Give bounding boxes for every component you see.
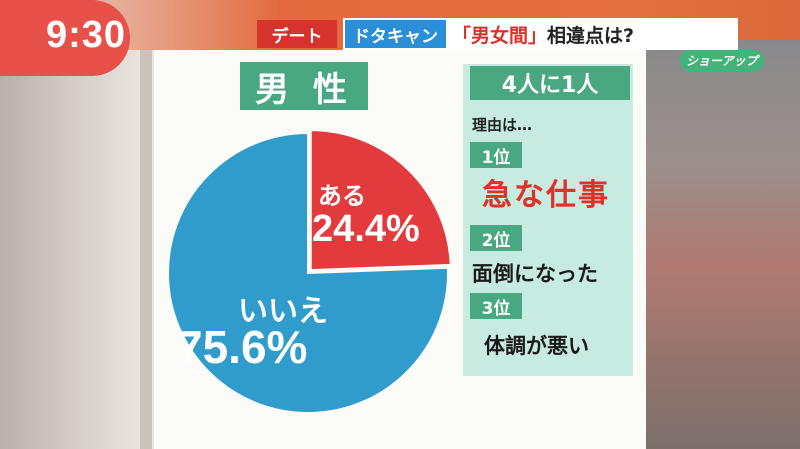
clock-time: 9:30 bbox=[46, 14, 127, 56]
rank-2-badge: 2位 bbox=[470, 225, 522, 251]
reasons-panel bbox=[463, 64, 633, 376]
pie-slice-no bbox=[167, 131, 449, 414]
rank-1-reason: 急な仕事 bbox=[482, 178, 610, 213]
rank-3-badge: 3位 bbox=[470, 293, 522, 319]
pie-slice-yes bbox=[309, 130, 451, 272]
rank-2-reason: 面倒になった bbox=[472, 262, 598, 286]
caption-segment: ドタキャン bbox=[345, 20, 446, 48]
rank-3-reason: 体調が悪い bbox=[484, 334, 589, 358]
caption-tag: デート bbox=[257, 20, 337, 48]
pie-chart bbox=[167, 130, 451, 414]
rank-1-badge: 1位 bbox=[470, 142, 522, 168]
caption-bar: ドタキャン 「男女間」相違点は? bbox=[343, 18, 738, 50]
chart-title: 男 性 bbox=[240, 62, 368, 110]
reason-label: 理由は… bbox=[472, 116, 533, 134]
background-right bbox=[640, 40, 800, 449]
clock-badge bbox=[0, 0, 130, 76]
slice-label-yes: ある bbox=[318, 182, 366, 210]
caption-text: 「男女間」相違点は? bbox=[452, 21, 634, 48]
panel-header: 4人に1人 bbox=[470, 66, 630, 100]
caption-rest: 相違点は? bbox=[547, 24, 635, 47]
show-logo: ショーアップ bbox=[680, 50, 764, 71]
slice-value-yes: 24.4% bbox=[312, 208, 420, 250]
slice-label-no: いいえ bbox=[238, 294, 328, 329]
caption-highlight: 「男女間」 bbox=[452, 24, 548, 47]
slice-value-no: 75.6% bbox=[177, 321, 308, 373]
